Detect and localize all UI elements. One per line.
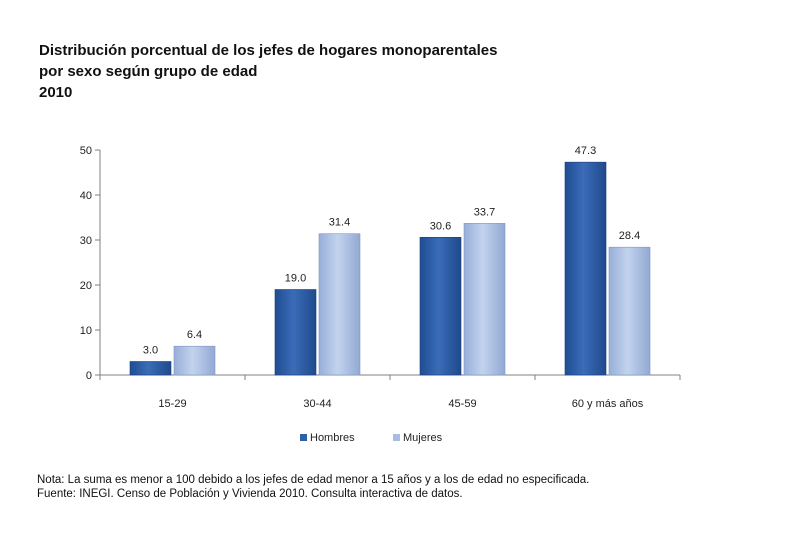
note-text: Nota: La suma es menor a 100 debido a lo… [37, 474, 590, 486]
legend-swatch-mujeres [393, 434, 400, 441]
legend-label-mujeres: Mujeres [403, 432, 443, 444]
data-label: 3.0 [143, 345, 158, 357]
data-label: 6.4 [187, 329, 202, 341]
source-text: Fuente: INEGI. Censo de Población y Vivi… [37, 488, 463, 500]
x-tick-label: 60 y más años [572, 398, 644, 410]
data-label: 30.6 [430, 220, 451, 232]
chart-title-line-3: 2010 [39, 84, 73, 101]
x-tick-label: 30-44 [303, 398, 331, 410]
bar-mujeres-3 [608, 246, 651, 376]
data-label: 47.3 [575, 145, 596, 157]
x-tick-label: 45-59 [448, 398, 476, 410]
y-tick-label: 30 [80, 235, 92, 247]
chart-notes: Nota: La suma es menor a 100 debido a lo… [37, 473, 589, 501]
bar-hombres-0 [129, 361, 172, 376]
legend-label-hombres: Hombres [310, 432, 355, 444]
data-label: 28.4 [619, 230, 640, 242]
bar-mujeres-0 [173, 345, 216, 376]
legend-swatch-hombres [300, 434, 307, 441]
data-label: 33.7 [474, 206, 495, 218]
chart-title: Distribución porcentual de los jefes de … [39, 40, 497, 103]
chart-title-line-2: por sexo según grupo de edad [39, 63, 258, 80]
bar-hombres-1 [274, 289, 317, 376]
chart-title-line-1: Distribución porcentual de los jefes de … [39, 42, 498, 59]
y-tick-label: 50 [80, 145, 92, 157]
y-tick-label: 40 [80, 190, 92, 202]
bar-mujeres-2 [463, 223, 506, 376]
bar-mujeres-1 [318, 233, 361, 376]
data-label: 31.4 [329, 217, 350, 229]
bar-hombres-3 [564, 161, 607, 376]
y-tick-label: 10 [80, 325, 92, 337]
y-tick-label: 0 [86, 370, 92, 382]
x-tick-label: 15-29 [158, 398, 186, 410]
bar-hombres-2 [419, 237, 462, 376]
y-tick-label: 20 [80, 280, 92, 292]
data-label: 19.0 [285, 273, 306, 285]
